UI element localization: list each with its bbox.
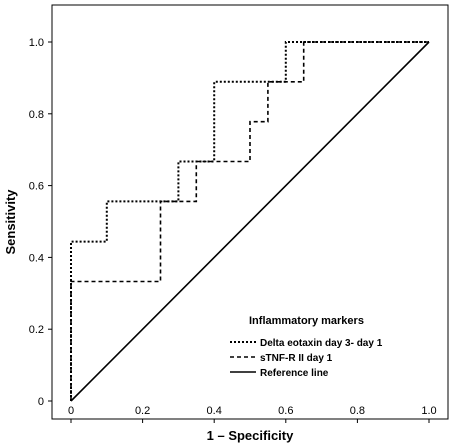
y-tick-label: 0 bbox=[38, 396, 44, 408]
x-tick-label: 1.0 bbox=[421, 405, 436, 417]
y-tick-label: 0.4 bbox=[29, 252, 44, 264]
ticks-layer: 0 0.2 0.4 0.6 0.8 1.0 0 0.2 0.4 0.6 0.8 1.0 bbox=[29, 37, 437, 423]
legend-label-stnf: sTNF-R II day 1 bbox=[260, 353, 333, 364]
legend-title: Inflammatory markers bbox=[249, 315, 364, 327]
x-axis-title: 1 – Specificity bbox=[207, 428, 294, 443]
plot-frame bbox=[51, 4, 449, 420]
x-tick-label: 0.2 bbox=[135, 405, 150, 417]
x-tick-label: 0.8 bbox=[350, 405, 365, 417]
y-axis-title: Sensitivity bbox=[3, 189, 18, 255]
legend-label-delta-eotaxin: Delta eotaxin day 3- day 1 bbox=[260, 338, 383, 349]
series-line-2 bbox=[70, 41, 430, 402]
y-tick-label: 0.6 bbox=[29, 181, 44, 193]
y-tick-label: 0.8 bbox=[29, 109, 44, 121]
x-tick-label: 0.6 bbox=[278, 405, 293, 417]
series-layer bbox=[70, 41, 430, 402]
x-tick-label: 0.4 bbox=[207, 405, 222, 417]
legend: Inflammatory markers Delta eotaxin day 3… bbox=[230, 315, 383, 379]
legend-label-reference: Reference line bbox=[260, 368, 329, 379]
y-tick-label: 0.2 bbox=[29, 324, 44, 336]
y-tick-label: 1.0 bbox=[29, 37, 44, 49]
x-tick-label: 0 bbox=[68, 405, 74, 417]
